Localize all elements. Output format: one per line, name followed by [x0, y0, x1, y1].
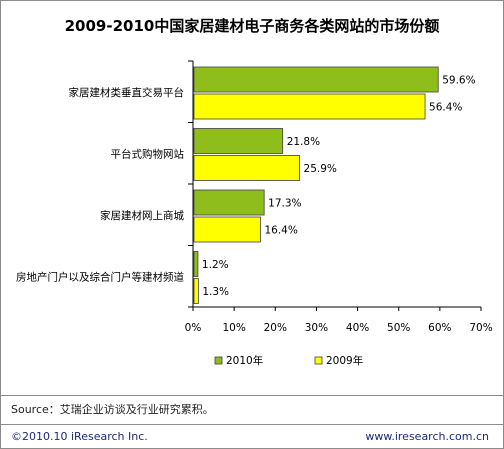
category-label: 平台式购物网站 — [111, 147, 185, 160]
x-tick-label: 30% — [305, 322, 328, 334]
category-label: 房地产门户以及综合门户等建材频道 — [16, 270, 184, 283]
bar-chart: 59.6% 56.4% 家居建材类垂直交易平台 21.8% 25.9% 平台式购物网站 17… — [16, 60, 493, 367]
bar-2010-3 — [193, 251, 199, 277]
footer-divider-bottom — [1, 424, 503, 425]
x-tick-label: 20% — [264, 322, 287, 334]
legend-swatch-2009 — [314, 356, 323, 365]
bar-2010-2 — [193, 189, 265, 216]
x-tick-label: 10% — [222, 322, 245, 334]
value-label: 1.3% — [202, 286, 229, 298]
value-label: 1.2% — [202, 259, 229, 271]
legend-swatch-2010 — [214, 356, 223, 365]
bar-2009-2 — [193, 216, 261, 243]
source-note: Source：艾瑞企业访谈及行业研究累积。 — [11, 403, 214, 416]
value-label: 25.9% — [304, 163, 337, 175]
bar-2009-3 — [193, 278, 199, 304]
x-tick-label: 70% — [469, 322, 492, 334]
chart-title: 2009-2010中国家居建材电子商务各类网站的市场份额 — [64, 17, 440, 35]
category-label: 家居建材类垂直交易平台 — [69, 86, 185, 99]
bar-2009-1 — [193, 155, 300, 181]
bar-2010-1 — [193, 128, 284, 154]
copyright-text: ©2010.10 iResearch Inc. — [11, 430, 148, 443]
legend-label-2009: 2009年 — [326, 354, 363, 367]
value-label: 56.4% — [429, 102, 462, 114]
value-label: 16.4% — [264, 225, 297, 237]
footer-divider-top — [1, 395, 503, 396]
website-link[interactable]: www.iresearch.com.cn — [365, 430, 489, 443]
x-tick-label: 40% — [346, 322, 369, 334]
value-label: 21.8% — [287, 136, 320, 148]
x-tick-label: 50% — [387, 322, 410, 334]
bar-2010-0 — [193, 66, 439, 93]
x-tick-label: 0% — [185, 322, 202, 334]
category-label: 家居建材网上商城 — [100, 209, 184, 222]
legend-label-2010: 2010年 — [226, 354, 263, 367]
x-tick-label: 60% — [428, 322, 451, 334]
value-label: 59.6% — [442, 75, 475, 87]
value-label: 17.3% — [268, 198, 301, 210]
bar-2009-0 — [193, 93, 426, 120]
